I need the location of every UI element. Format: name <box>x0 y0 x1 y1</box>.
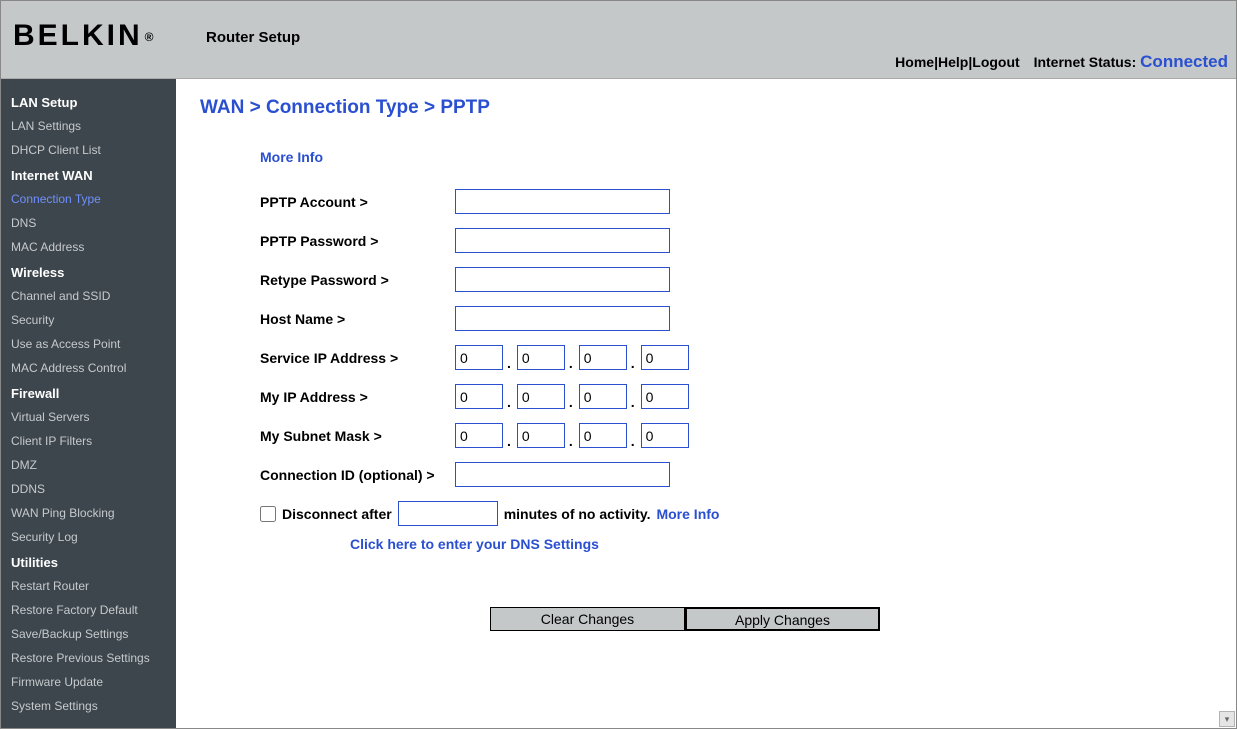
host-name-input[interactable] <box>455 306 670 331</box>
subnet-octet-2[interactable] <box>579 423 627 448</box>
disconnect-row: Disconnect after minutes of no activity.… <box>260 501 1212 526</box>
service-ip-octet-1[interactable] <box>517 345 565 370</box>
clear-changes-button[interactable]: Clear Changes <box>490 607 685 631</box>
host-name-label: Host Name > <box>260 311 455 327</box>
status-label: Internet Status: <box>1034 54 1137 70</box>
sidebar-item[interactable]: Save/Backup Settings <box>1 622 176 646</box>
sidebar-item[interactable]: Restart Router <box>1 574 176 598</box>
sidebar-item[interactable]: Client IP Filters <box>1 429 176 453</box>
sidebar-group-header[interactable]: Firewall <box>1 380 176 405</box>
sidebar-item[interactable]: MAC Address <box>1 235 176 259</box>
disconnect-prefix: Disconnect after <box>282 506 392 522</box>
sidebar-item[interactable]: DNS <box>1 211 176 235</box>
brand-text: BELKIN <box>13 19 143 52</box>
sidebar-item[interactable]: Restore Factory Default <box>1 598 176 622</box>
sidebar-item[interactable]: DDNS <box>1 477 176 501</box>
sidebar-item[interactable]: Security <box>1 308 176 332</box>
header-bar: BELKIN® Router Setup Home|Help|Logout In… <box>1 1 1236 79</box>
service-ip-octet-3[interactable] <box>641 345 689 370</box>
header-links: Home|Help|Logout Internet Status: Connec… <box>895 52 1228 72</box>
sidebar-item[interactable]: System Settings <box>1 694 176 718</box>
subnet-mask-label: My Subnet Mask > <box>260 428 455 444</box>
service-ip-label: Service IP Address > <box>260 350 455 366</box>
sidebar: LAN SetupLAN SettingsDHCP Client ListInt… <box>1 79 176 728</box>
disconnect-minutes-input[interactable] <box>398 501 498 526</box>
retype-password-input[interactable] <box>455 267 670 292</box>
my-ip-octet-3[interactable] <box>641 384 689 409</box>
retype-password-label: Retype Password > <box>260 272 455 288</box>
sidebar-group-header[interactable]: LAN Setup <box>1 89 176 114</box>
status-value: Connected <box>1140 52 1228 71</box>
my-ip-octet-0[interactable] <box>455 384 503 409</box>
help-link[interactable]: Help <box>938 54 968 70</box>
pptp-account-input[interactable] <box>455 189 670 214</box>
my-ip-label: My IP Address > <box>260 389 455 405</box>
sidebar-item[interactable]: Security Log <box>1 525 176 549</box>
disconnect-checkbox[interactable] <box>260 506 276 522</box>
sidebar-group-header[interactable]: Wireless <box>1 259 176 284</box>
sidebar-item[interactable]: MAC Address Control <box>1 356 176 380</box>
brand-suffix: ® <box>145 30 154 44</box>
dns-settings-link[interactable]: Click here to enter your DNS Settings <box>350 536 1212 552</box>
sidebar-group-header[interactable]: Internet WAN <box>1 162 176 187</box>
disconnect-suffix: minutes of no activity. <box>504 506 651 522</box>
sidebar-group-header[interactable]: Utilities <box>1 549 176 574</box>
disconnect-more-info-link[interactable]: More Info <box>656 506 719 522</box>
sidebar-item[interactable]: LAN Settings <box>1 114 176 138</box>
my-ip-octet-2[interactable] <box>579 384 627 409</box>
scroll-down-arrow[interactable]: ▾ <box>1219 711 1235 727</box>
home-link[interactable]: Home <box>895 54 934 70</box>
page-title: Router Setup <box>206 29 300 46</box>
pptp-form: PPTP Account > PPTP Password > Retype Pa… <box>260 189 1212 487</box>
brand-logo: BELKIN® <box>13 19 154 53</box>
subnet-octet-0[interactable] <box>455 423 503 448</box>
apply-changes-button[interactable]: Apply Changes <box>685 607 880 631</box>
service-ip-octet-2[interactable] <box>579 345 627 370</box>
main-content: WAN > Connection Type > PPTP More Info P… <box>176 79 1236 728</box>
sidebar-item[interactable]: Virtual Servers <box>1 405 176 429</box>
sidebar-item[interactable]: DMZ <box>1 453 176 477</box>
sidebar-item[interactable]: DHCP Client List <box>1 138 176 162</box>
subnet-octet-3[interactable] <box>641 423 689 448</box>
connection-id-input[interactable] <box>455 462 670 487</box>
connection-id-label: Connection ID (optional) > <box>260 467 455 483</box>
sidebar-item[interactable]: Channel and SSID <box>1 284 176 308</box>
subnet-octet-1[interactable] <box>517 423 565 448</box>
pptp-password-input[interactable] <box>455 228 670 253</box>
sidebar-item[interactable]: Restore Previous Settings <box>1 646 176 670</box>
pptp-password-label: PPTP Password > <box>260 233 455 249</box>
more-info-link[interactable]: More Info <box>260 149 323 165</box>
sidebar-item[interactable]: Firmware Update <box>1 670 176 694</box>
sidebar-item[interactable]: Use as Access Point <box>1 332 176 356</box>
breadcrumb: WAN > Connection Type > PPTP <box>200 97 1212 119</box>
pptp-account-label: PPTP Account > <box>260 194 455 210</box>
my-ip-octet-1[interactable] <box>517 384 565 409</box>
sidebar-item[interactable]: WAN Ping Blocking <box>1 501 176 525</box>
logout-link[interactable]: Logout <box>972 54 1019 70</box>
service-ip-octet-0[interactable] <box>455 345 503 370</box>
sidebar-item[interactable]: Connection Type <box>1 187 176 211</box>
